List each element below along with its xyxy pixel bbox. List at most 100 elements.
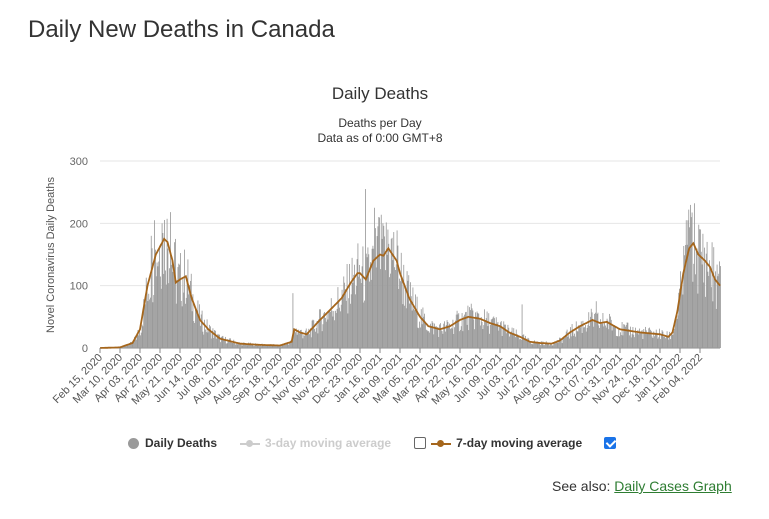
daily-deaths-bar: [318, 319, 320, 348]
daily-deaths-bar: [346, 264, 348, 348]
daily-deaths-bar: [215, 338, 217, 348]
daily-deaths-bar: [695, 248, 697, 348]
daily-deaths-bar: [625, 325, 627, 348]
daily-deaths-bar: [302, 338, 304, 348]
daily-deaths-marker-icon: [128, 437, 139, 449]
daily-deaths-bar: [620, 332, 621, 348]
daily-deaths-bar: [358, 276, 360, 348]
daily-deaths-bar: [562, 337, 564, 348]
daily-deaths-bar: [670, 333, 672, 348]
daily-deaths-bar: [185, 297, 187, 348]
daily-deaths-bar: [136, 333, 138, 348]
daily-deaths-bar: [411, 310, 413, 348]
daily-deaths-bar: [132, 341, 134, 348]
daily-deaths-bar: [354, 264, 355, 348]
daily-deaths-bar: [534, 340, 535, 348]
daily-deaths-bar: [540, 345, 541, 348]
daily-deaths-bar: [678, 292, 680, 348]
daily-deaths-bar: [558, 340, 560, 348]
daily-deaths-bar: [179, 264, 180, 348]
daily-deaths-bar: [437, 327, 439, 348]
daily-deaths-bar: [235, 342, 237, 348]
ma3-checkbox[interactable]: [414, 437, 427, 449]
daily-deaths-bar: [405, 308, 407, 348]
daily-deaths-bar: [145, 277, 147, 348]
ma7-line-marker-icon: [431, 438, 452, 449]
daily-deaths-bar: [259, 345, 260, 348]
daily-deaths-bar: [491, 319, 493, 348]
daily-deaths-bar: [216, 336, 218, 348]
daily-deaths-bar: [172, 271, 174, 348]
daily-deaths-bar: [595, 312, 596, 348]
daily-deaths-bar: [238, 342, 240, 348]
daily-deaths-bar: [478, 313, 480, 348]
daily-deaths-bar: [497, 321, 499, 348]
daily-deaths-bar: [140, 335, 141, 348]
daily-deaths-bar: [603, 326, 605, 348]
daily-deaths-bar: [577, 331, 579, 348]
daily-deaths-bar: [510, 332, 511, 348]
daily-deaths-bar: [211, 330, 213, 348]
daily-deaths-bar: [401, 277, 403, 348]
ma3-line-marker-icon: [240, 438, 261, 449]
daily-deaths-bar: [452, 319, 454, 348]
daily-deaths-bar: [710, 269, 711, 348]
daily-deaths-bar: [616, 335, 618, 348]
daily-deaths-bar: [343, 276, 345, 348]
daily-deaths-bar: [482, 329, 484, 348]
daily-deaths-bar: [342, 295, 344, 348]
daily-deaths-bar: [191, 311, 193, 348]
daily-deaths-bar: [394, 267, 395, 348]
daily-deaths-bar: [240, 343, 242, 348]
daily-deaths-bar: [254, 345, 255, 348]
daily-deaths-bar: [697, 293, 699, 348]
daily-deaths-bar: [536, 341, 538, 348]
daily-deaths-bar: [642, 339, 644, 348]
daily-deaths-bar: [289, 342, 290, 348]
daily-deaths-bar: [493, 316, 495, 348]
daily-deaths-bar: [239, 342, 240, 348]
daily-deaths-bar: [675, 320, 676, 348]
daily-deaths-bar: [322, 324, 324, 348]
daily-deaths-bar: [400, 252, 402, 348]
daily-deaths-bar: [689, 227, 690, 348]
daily-deaths-bar: [232, 342, 234, 348]
daily-deaths-bar: [479, 319, 480, 348]
daily-cases-graph-link[interactable]: Daily Cases Graph: [614, 478, 732, 494]
daily-deaths-bar: [242, 342, 244, 348]
daily-deaths-bar: [430, 326, 432, 348]
daily-deaths-bar: [360, 278, 361, 348]
daily-deaths-bar: [485, 318, 487, 348]
daily-deaths-bar: [569, 338, 570, 348]
daily-deaths-bar: [207, 332, 209, 348]
daily-deaths-bar: [466, 324, 468, 348]
daily-deaths-bar: [675, 316, 677, 348]
legend-7day-ma[interactable]: 7-day moving average: [431, 436, 582, 450]
legend-daily-deaths[interactable]: Daily Deaths: [128, 436, 217, 450]
daily-deaths-bar: [522, 334, 524, 348]
daily-deaths-bar: [228, 340, 230, 348]
daily-deaths-bar: [193, 321, 195, 348]
daily-deaths-bar: [613, 326, 615, 348]
daily-deaths-bar: [691, 212, 693, 348]
daily-deaths-bar: [553, 342, 555, 348]
daily-deaths-bar: [357, 243, 359, 348]
daily-deaths-bar: [440, 330, 442, 348]
daily-deaths-bar: [160, 276, 161, 348]
daily-deaths-bar: [220, 342, 221, 348]
daily-deaths-bar: [657, 338, 659, 348]
daily-deaths-bar: [556, 340, 558, 348]
daily-deaths-bar: [287, 343, 289, 348]
daily-deaths-bar: [229, 338, 230, 348]
daily-deaths-bar: [255, 343, 256, 348]
ma7-checkbox[interactable]: [604, 437, 617, 449]
daily-deaths-bar: [226, 343, 228, 348]
daily-deaths-bar: [262, 344, 264, 348]
daily-deaths-bar: [572, 331, 574, 348]
daily-deaths-bar: [325, 317, 326, 348]
legend-3day-ma[interactable]: 3-day moving average: [240, 436, 391, 450]
daily-deaths-bar: [399, 278, 400, 348]
daily-deaths-bar: [143, 299, 145, 348]
daily-deaths-bar: [306, 333, 308, 348]
daily-deaths-bar: [471, 308, 473, 348]
